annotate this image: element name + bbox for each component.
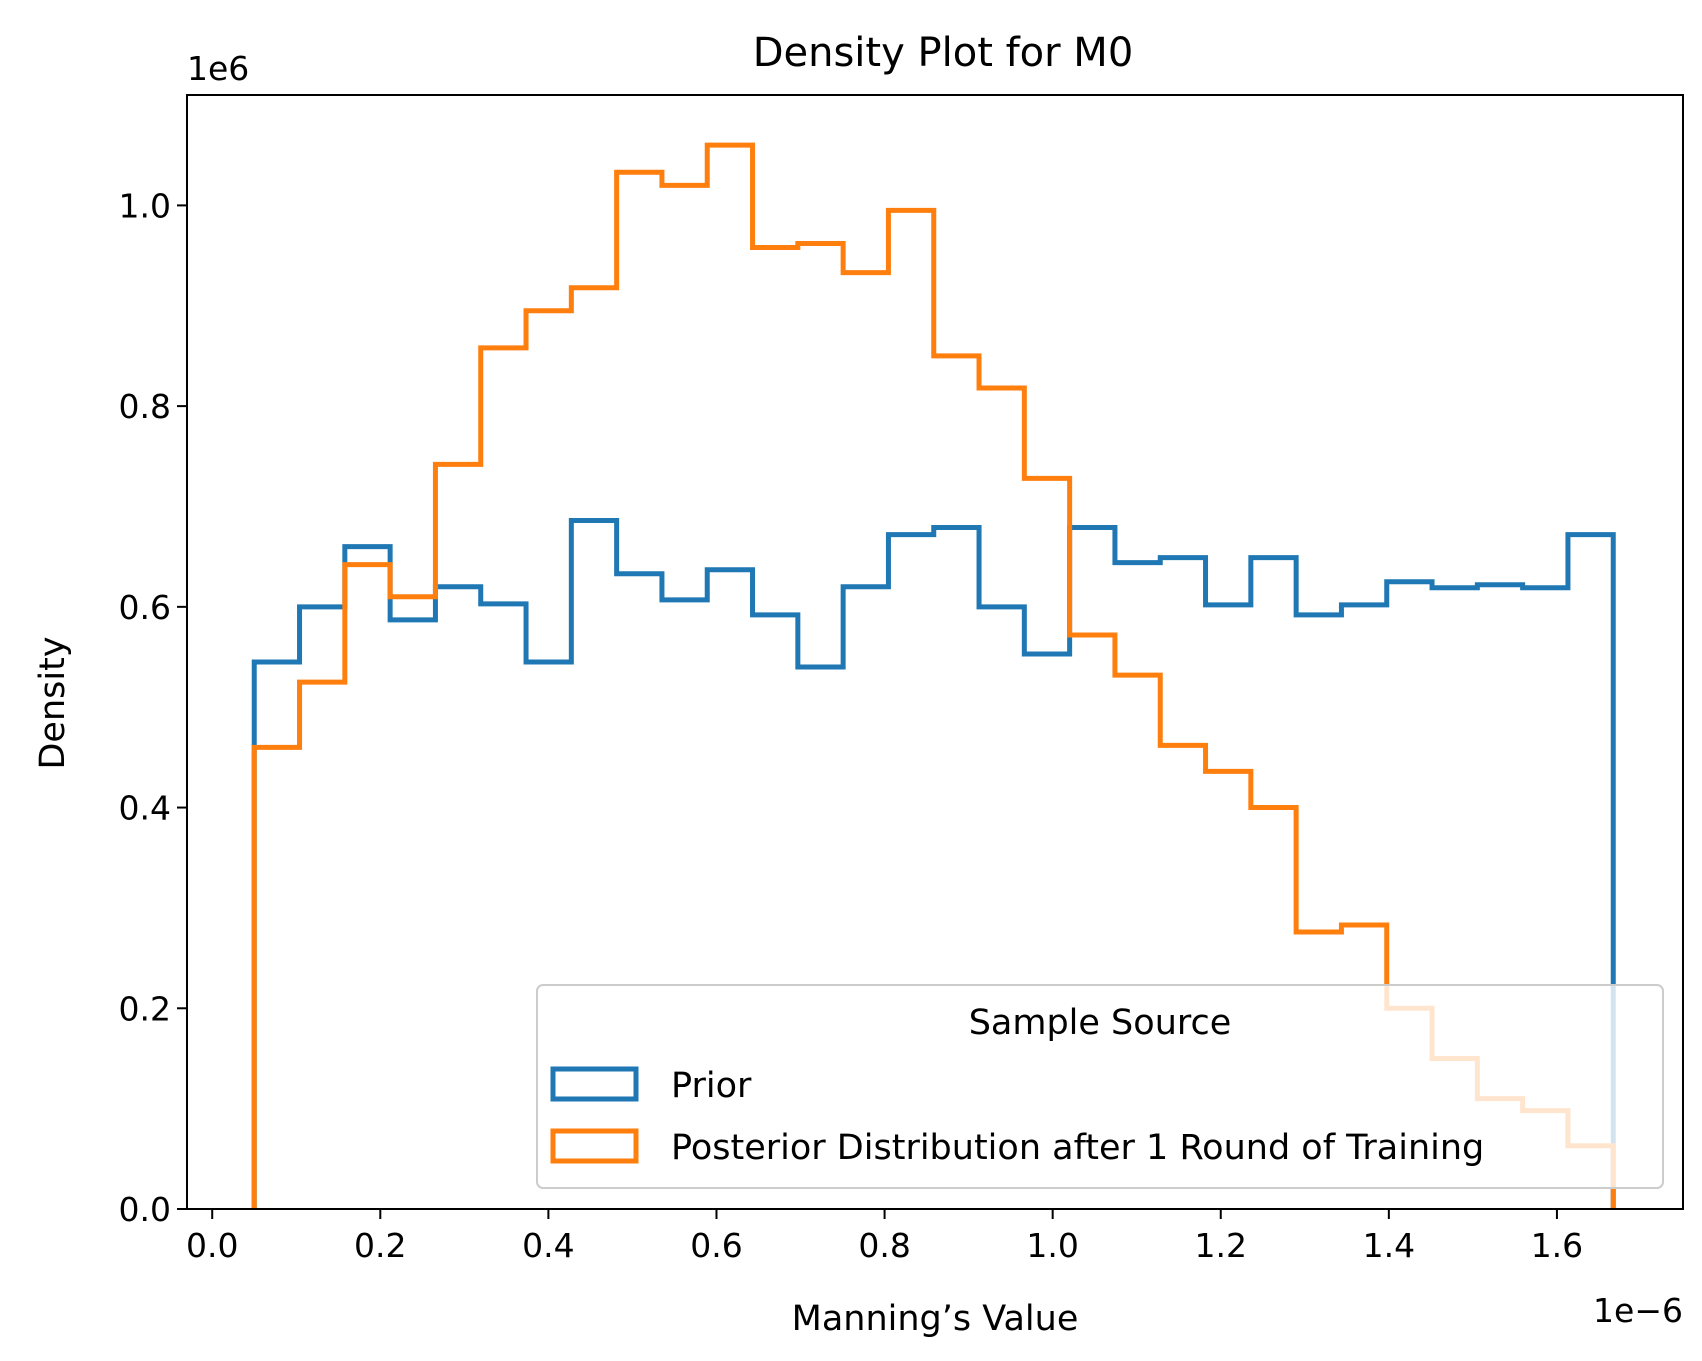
legend-swatch-posterior xyxy=(550,1128,639,1164)
y-axis-title: Density xyxy=(33,636,73,769)
y-tick-label: 0.8 xyxy=(119,387,171,426)
y-tick-label: 0.4 xyxy=(119,789,171,828)
plot-frame xyxy=(186,94,1684,1210)
x-tick-label: 0.2 xyxy=(354,1226,406,1265)
y-tick-label: 0.2 xyxy=(119,989,171,1028)
x-tick-label: 1.0 xyxy=(1026,1226,1078,1265)
legend: Sample Source Prior Posterior Distributi… xyxy=(536,984,1664,1189)
y-tick-label: 0.0 xyxy=(119,1190,171,1229)
x-tick-label: 0.6 xyxy=(690,1226,742,1265)
legend-label-prior: Prior xyxy=(671,1066,752,1106)
x-axis-title: Manning’s Value xyxy=(792,1299,1079,1339)
y-offset-label: 1e6 xyxy=(187,49,249,88)
x-tick-label: 1.4 xyxy=(1363,1226,1415,1265)
legend-label-posterior: Posterior Distribution after 1 Round of … xyxy=(671,1128,1484,1168)
y-tick-label: 1.0 xyxy=(119,186,171,225)
x-tick-label: 1.2 xyxy=(1195,1226,1247,1265)
legend-box xyxy=(536,984,1664,1189)
x-axis: 0.0 0.2 0.4 0.6 0.8 1.0 1.2 1.4 1.6 xyxy=(186,1209,1583,1265)
x-tick-label: 1.6 xyxy=(1531,1226,1583,1265)
chart-title: Density Plot for M0 xyxy=(753,30,1134,76)
y-tick-label: 0.6 xyxy=(119,588,171,627)
series-prior-step xyxy=(251,518,1616,1209)
x-offset-label: 1e−6 xyxy=(1593,1291,1683,1330)
x-tick-label: 0.8 xyxy=(858,1226,910,1265)
x-tick-label: 0.4 xyxy=(522,1226,574,1265)
x-tick-label: 0.0 xyxy=(186,1226,238,1265)
legend-swatch-prior xyxy=(550,1066,639,1102)
y-axis: 0.0 0.2 0.4 0.6 0.8 1.0 xyxy=(119,186,187,1229)
legend-title: Sample Source xyxy=(969,1003,1232,1043)
